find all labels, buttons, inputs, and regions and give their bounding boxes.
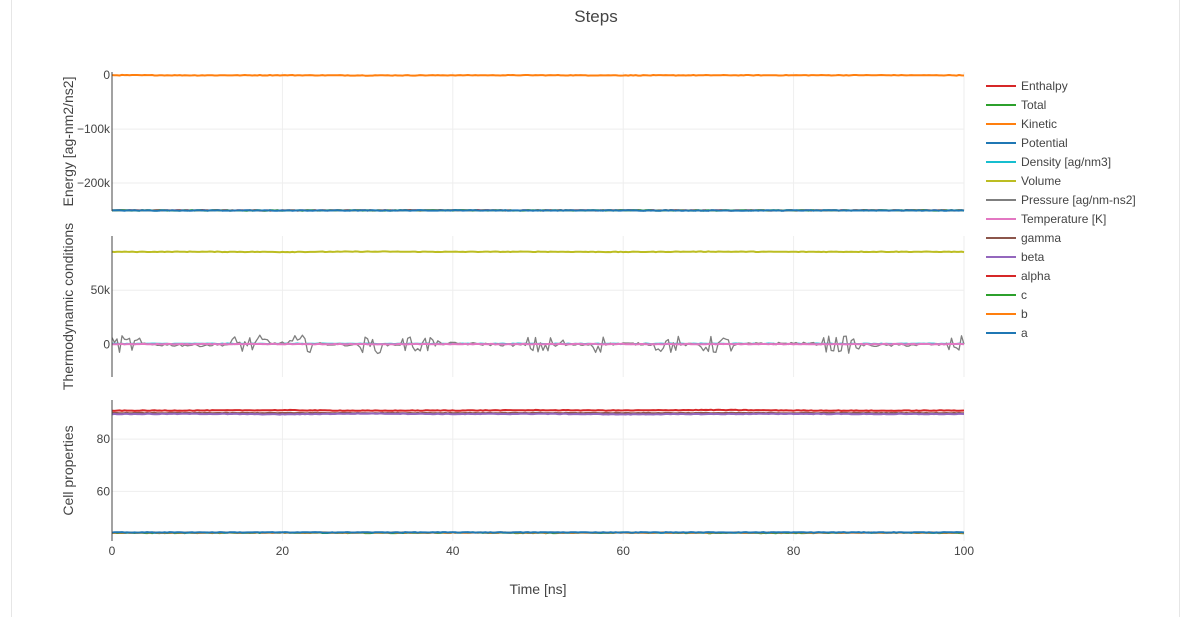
y-axis-title: Energy [ag-nm2/ns2] bbox=[60, 77, 76, 207]
series-line-volume bbox=[111, 250, 965, 254]
legend-label: Potential bbox=[1021, 136, 1068, 150]
legend-label: Enthalpy bbox=[1021, 79, 1068, 93]
legend-label: b bbox=[1021, 307, 1028, 321]
y-tick-label: 50k bbox=[91, 283, 111, 297]
legend-item-gamma[interactable]: gamma bbox=[986, 231, 1061, 245]
series-line-beta bbox=[111, 412, 965, 416]
series-line-temperature-k- bbox=[111, 342, 965, 346]
series-line-alpha bbox=[111, 408, 965, 412]
legend-label: Density [ag/nm3] bbox=[1021, 155, 1111, 169]
legend-item-c[interactable]: c bbox=[986, 288, 1027, 302]
legend-item-temperature-k-[interactable]: Temperature [K] bbox=[986, 212, 1106, 226]
legend-label: Kinetic bbox=[1021, 117, 1057, 131]
y-tick-label: 0 bbox=[103, 68, 110, 82]
series-line-pressure-ag-nm-ns2- bbox=[111, 334, 965, 355]
legend-label: Pressure [ag/nm-ns2] bbox=[1021, 193, 1136, 207]
legend-label: Temperature [K] bbox=[1021, 212, 1106, 226]
x-tick-label: 40 bbox=[446, 544, 460, 558]
chart-frame bbox=[11, 0, 1180, 617]
legend-label: Volume bbox=[1021, 174, 1061, 188]
series-line-a bbox=[111, 531, 965, 534]
legend-item-potential[interactable]: Potential bbox=[986, 136, 1068, 150]
x-tick-label: 80 bbox=[787, 544, 801, 558]
legend-label: a bbox=[1021, 326, 1028, 340]
x-tick-label: 20 bbox=[276, 544, 290, 558]
legend-item-b[interactable]: b bbox=[986, 307, 1028, 321]
grid-lines bbox=[112, 72, 965, 541]
y-tick-label: 80 bbox=[97, 432, 111, 446]
plot-area bbox=[111, 73, 965, 535]
legend-item-volume[interactable]: Volume bbox=[986, 174, 1061, 188]
legend-label: beta bbox=[1021, 250, 1045, 264]
legend-label: gamma bbox=[1021, 231, 1061, 245]
legend-item-pressure-ag-nm-ns2-[interactable]: Pressure [ag/nm-ns2] bbox=[986, 193, 1136, 207]
series-line-potential bbox=[111, 209, 965, 212]
y-tick-label: −200k bbox=[77, 176, 111, 190]
legend-item-beta[interactable]: beta bbox=[986, 250, 1045, 264]
series-line-kinetic bbox=[111, 73, 965, 77]
legend-item-a[interactable]: a bbox=[986, 326, 1028, 340]
legend-label: alpha bbox=[1021, 269, 1051, 283]
y-tick-label: 60 bbox=[97, 484, 111, 498]
y-tick-label: 0 bbox=[103, 337, 110, 351]
legend-label: Total bbox=[1021, 98, 1046, 112]
y-tick-label: −100k bbox=[77, 122, 111, 136]
x-tick-label: 60 bbox=[617, 544, 631, 558]
x-tick-label: 0 bbox=[109, 544, 116, 558]
legend-item-alpha[interactable]: alpha bbox=[986, 269, 1051, 283]
legend-item-enthalpy[interactable]: Enthalpy bbox=[986, 79, 1068, 93]
legend-item-kinetic[interactable]: Kinetic bbox=[986, 117, 1057, 131]
x-axis-title: Time [ns] bbox=[509, 581, 566, 597]
legend-item-density-ag-nm3-[interactable]: Density [ag/nm3] bbox=[986, 155, 1111, 169]
chart-title: Steps bbox=[574, 7, 617, 26]
legend-label: c bbox=[1021, 288, 1027, 302]
legend-item-total[interactable]: Total bbox=[986, 98, 1046, 112]
legend[interactable]: Enthalpy Total Kinetic Potential Density [ag… bbox=[986, 79, 1136, 340]
y-axis-title: Cell properties bbox=[60, 425, 76, 515]
x-tick-label: 100 bbox=[954, 544, 974, 558]
y-axis-title: Thermodynamic conditions bbox=[60, 223, 76, 390]
